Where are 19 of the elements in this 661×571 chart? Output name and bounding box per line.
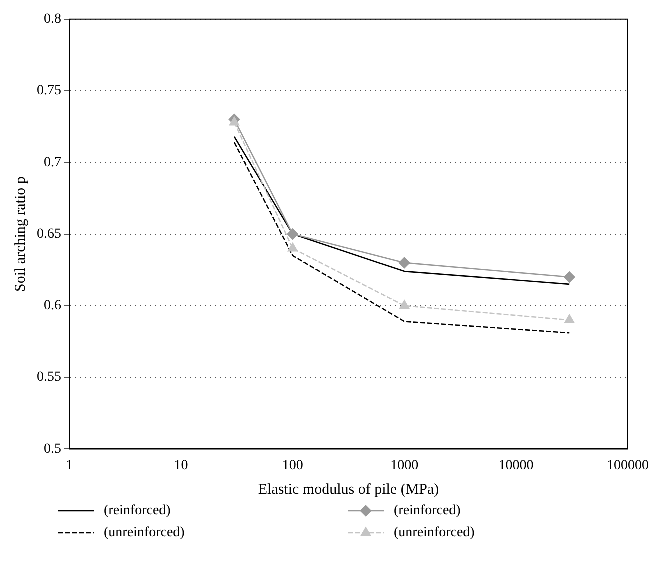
legend-label: (unreinforced) xyxy=(104,526,186,541)
x-tick-label: 100000 xyxy=(607,458,649,474)
legend-label: (reinforced) xyxy=(104,504,172,519)
x-tick-label: 10 xyxy=(174,458,188,474)
x-tick-label: 100 xyxy=(282,458,304,474)
x-tick-label: 1000 xyxy=(390,458,419,474)
y-tick-label: 0.5 xyxy=(44,442,62,457)
y-tick-label: 0.65 xyxy=(37,226,62,242)
y-tick-label: 0.7 xyxy=(44,155,62,170)
y-tick-label: 0.55 xyxy=(37,370,62,386)
y-axis-title: Soil arching ratio p xyxy=(12,176,29,292)
legend-label: (reinforced) xyxy=(394,504,462,519)
legend-label: (unreinforced) xyxy=(394,526,476,541)
y-tick-label: 0.75 xyxy=(37,84,62,99)
x-tick-label: 10000 xyxy=(498,458,534,474)
y-tick-label: 0.6 xyxy=(44,298,62,314)
y-tick-label: 0.8 xyxy=(44,12,62,28)
x-tick-label: 1 xyxy=(66,458,73,474)
x-axis-title: Elastic modulus of pile (MPa) xyxy=(258,482,440,498)
